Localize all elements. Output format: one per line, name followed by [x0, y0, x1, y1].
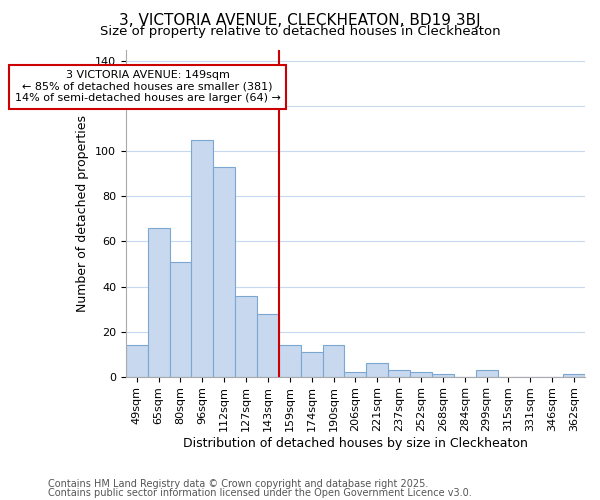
Bar — [388, 370, 410, 376]
Bar — [432, 374, 454, 376]
Bar — [126, 345, 148, 376]
Bar — [476, 370, 497, 376]
Bar — [279, 345, 301, 376]
Bar — [367, 363, 388, 376]
Bar — [563, 374, 585, 376]
X-axis label: Distribution of detached houses by size in Cleckheaton: Distribution of detached houses by size … — [183, 437, 528, 450]
Bar — [410, 372, 432, 376]
Bar — [301, 352, 323, 376]
Text: Size of property relative to detached houses in Cleckheaton: Size of property relative to detached ho… — [100, 25, 500, 38]
Bar — [191, 140, 213, 376]
Bar — [213, 167, 235, 376]
Text: 3 VICTORIA AVENUE: 149sqm
← 85% of detached houses are smaller (381)
14% of semi: 3 VICTORIA AVENUE: 149sqm ← 85% of detac… — [15, 70, 281, 104]
Text: 3, VICTORIA AVENUE, CLECKHEATON, BD19 3BJ: 3, VICTORIA AVENUE, CLECKHEATON, BD19 3B… — [119, 12, 481, 28]
Bar — [257, 314, 279, 376]
Bar — [235, 296, 257, 376]
Bar — [170, 262, 191, 376]
Bar — [148, 228, 170, 376]
Bar — [344, 372, 367, 376]
Bar — [323, 345, 344, 376]
Y-axis label: Number of detached properties: Number of detached properties — [76, 115, 89, 312]
Text: Contains HM Land Registry data © Crown copyright and database right 2025.: Contains HM Land Registry data © Crown c… — [48, 479, 428, 489]
Text: Contains public sector information licensed under the Open Government Licence v3: Contains public sector information licen… — [48, 488, 472, 498]
